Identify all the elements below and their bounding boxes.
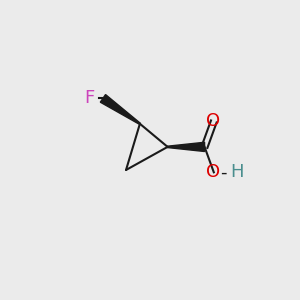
Text: O: O — [206, 112, 220, 130]
Text: O: O — [206, 163, 220, 181]
Text: -: - — [220, 163, 226, 181]
Text: H: H — [230, 163, 244, 181]
Text: F: F — [84, 89, 94, 107]
Polygon shape — [100, 94, 140, 124]
Polygon shape — [168, 142, 205, 152]
